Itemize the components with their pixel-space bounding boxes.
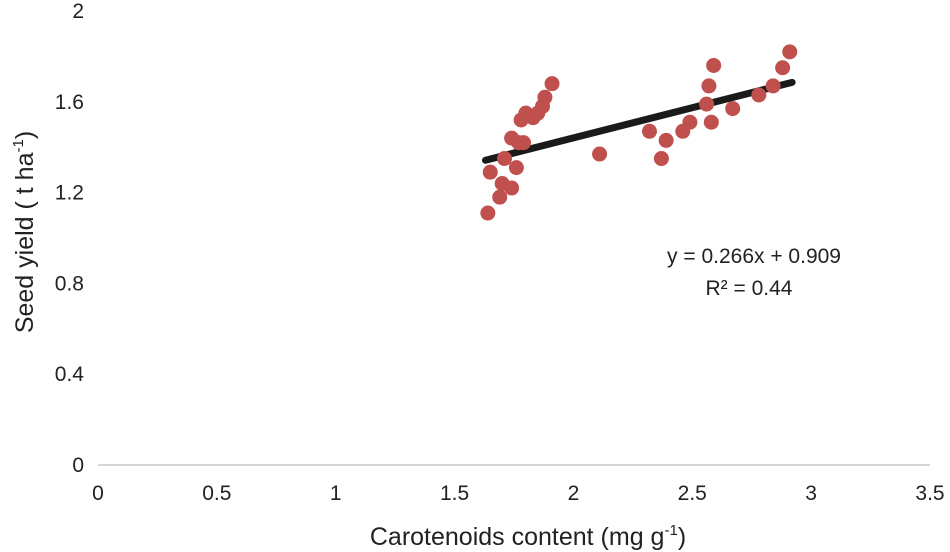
x-tick-label: 3 [805,482,817,505]
data-point [653,151,669,167]
trendline [481,78,796,164]
x-tick-labels: 0 0.5 1 1.5 2 2.5 3 3.5 [92,482,944,505]
data-point [699,96,715,112]
data-point [480,205,496,221]
x-axis-title: Carotenoids content (mg g-1) [370,522,686,551]
x-tick-label: 3.5 [915,482,944,505]
y-tick-label: 0.8 [55,272,84,295]
y-axis-title-end: ) [11,131,39,139]
data-point [703,114,719,130]
y-axis-title-sup: -1 [10,139,27,152]
data-point [508,160,524,176]
data-point [641,123,657,139]
y-axis-title-main: Seed yield ( t ha [11,152,39,333]
data-point [658,132,674,148]
y-tick-label: 1.6 [55,91,84,114]
x-axis-title-sup: -1 [664,522,677,539]
r-squared-label: R² = 0.44 [706,277,793,300]
data-point [701,78,717,94]
data-point [706,57,722,73]
y-tick-label: 0.4 [55,363,85,386]
data-point [482,164,498,180]
y-tick-labels: 0 0.4 0.8 1.2 1.6 2 [55,0,85,477]
data-points [480,44,798,221]
data-point [782,44,798,60]
data-point [544,76,560,92]
data-point [496,151,512,167]
data-point [751,87,767,103]
x-tick-label: 2.5 [678,482,707,505]
x-axis-title-main: Carotenoids content (mg g [370,523,665,551]
data-point [537,89,553,105]
data-point [682,114,698,130]
data-point [516,135,532,151]
x-tick-label: 1.5 [440,482,469,505]
regression-equation: y = 0.266x + 0.909 [667,245,841,268]
x-tick-label: 0 [92,482,104,505]
data-point [775,60,791,76]
y-tick-label: 0 [72,454,84,477]
x-tick-label: 1 [330,482,342,505]
x-tick-label: 0.5 [202,482,231,505]
x-tick-label: 2 [568,482,580,505]
y-tick-label: 2 [72,0,84,23]
data-point [725,101,741,117]
data-point [765,78,781,94]
y-tick-label: 1.2 [55,182,84,205]
data-point [592,146,608,162]
data-point [504,180,520,196]
x-axis-title-end: ) [678,523,686,551]
y-axis-title: Seed yield ( t ha-1) [10,131,39,333]
data-point [492,189,508,205]
